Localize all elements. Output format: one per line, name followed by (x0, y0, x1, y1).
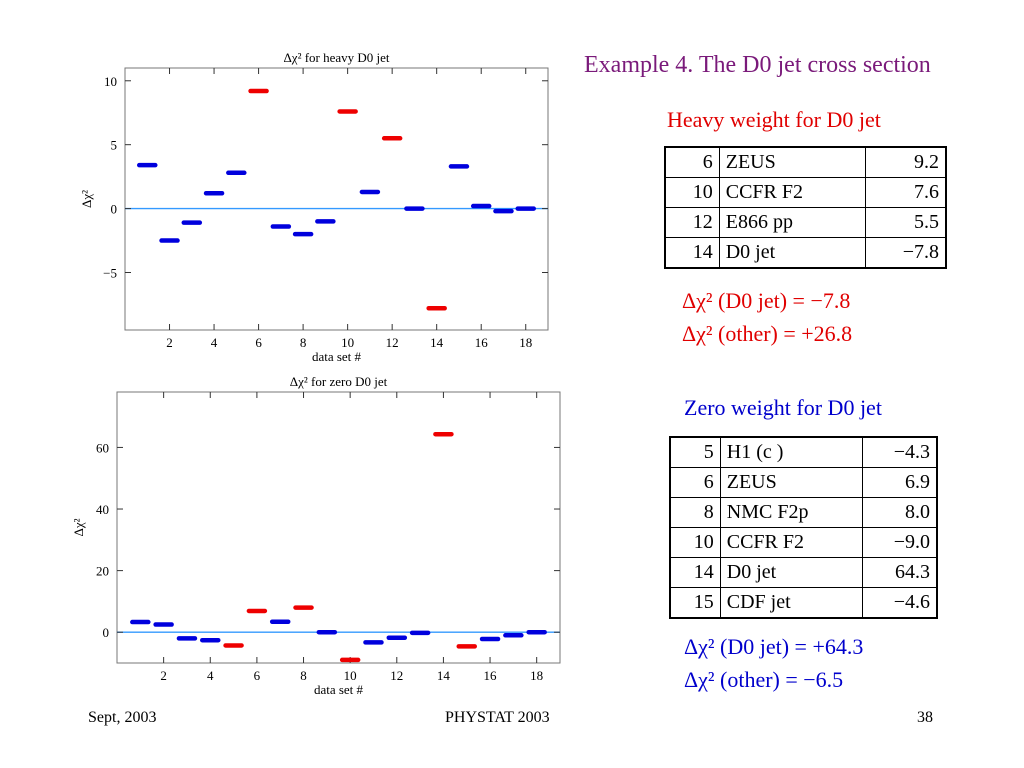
dataset-delta-chi2: −4.3 (861, 436, 938, 468)
zero-weight-summary: Δχ² (D0 jet) = +64.3 Δχ² (other) = −6.5 (684, 630, 863, 696)
x-tick-label: 6 (254, 668, 261, 683)
heavy-summary-other: Δχ² (other) = +26.8 (682, 321, 853, 346)
heavy-table-row: 10 CCFR F2 7.6 (664, 177, 947, 208)
dataset-number: 6 (669, 467, 721, 498)
dataset-name: E866 pp (718, 207, 866, 238)
x-tick-label: 14 (437, 668, 451, 683)
y-tick-label: −5 (103, 265, 117, 280)
zero-table-row: 6 ZEUS 6.9 (669, 467, 938, 498)
slide-title: Example 4. The D0 jet cross section (584, 52, 931, 78)
y-tick-label: 40 (96, 502, 109, 517)
dataset-delta-chi2: 6.9 (861, 467, 938, 498)
dataset-number: 12 (664, 207, 720, 238)
plot-frame (116, 391, 561, 664)
dataset-number: 6 (664, 146, 720, 178)
chart-title: Δχ² for heavy D0 jet (283, 50, 389, 65)
dataset-number: 10 (669, 527, 721, 558)
dataset-number: 15 (669, 587, 721, 619)
x-axis-label: data set # (312, 349, 362, 364)
footer-conference: PHYSTAT 2003 (445, 709, 550, 726)
x-tick-label: 8 (300, 668, 307, 683)
y-tick-label: 20 (96, 564, 109, 579)
x-tick-label: 4 (211, 335, 218, 350)
footer-page-number: 38 (917, 709, 933, 726)
x-tick-label: 12 (386, 335, 399, 350)
dataset-number: 5 (669, 436, 721, 468)
x-tick-label: 4 (207, 668, 214, 683)
zero-weight-table: 5 H1 (c ) −4.3 6 ZEUS 6.9 8 NMC F2p 8.0 10 CCFR F2… (669, 436, 938, 619)
dataset-delta-chi2: 7.6 (864, 177, 947, 208)
zero-weight-chart: 2 4 6 8 10 12 14 16 18 0 20 40 60 Δχ² for zero D0 jet… (71, 374, 561, 697)
x-tick-label: 8 (300, 335, 307, 350)
dataset-delta-chi2: −7.8 (864, 237, 947, 269)
zero-summary-d0jet: Δχ² (D0 jet) = +64.3 (684, 634, 864, 659)
dataset-name: NMC F2p (719, 497, 863, 528)
heavy-weight-table: 6 ZEUS 9.2 10 CCFR F2 7.6 12 E866 pp 5.5 14 D0 jet… (664, 146, 947, 269)
x-tick-label: 6 (255, 335, 262, 350)
plot-frame (124, 67, 549, 331)
y-tick-label: 0 (103, 625, 110, 640)
dataset-number: 10 (664, 177, 720, 208)
zero-summary-other: Δχ² (other) = −6.5 (684, 667, 844, 692)
heavy-summary-d0jet: Δχ² (D0 jet) = −7.8 (682, 288, 851, 313)
heavy-table-row: 12 E866 pp 5.5 (664, 207, 947, 238)
dataset-number: 14 (664, 237, 720, 269)
dataset-name: ZEUS (718, 146, 866, 178)
dataset-delta-chi2: 64.3 (861, 557, 938, 588)
y-tick-label: 60 (96, 440, 109, 455)
x-tick-label: 2 (166, 335, 173, 350)
dataset-name: D0 jet (718, 237, 866, 269)
x-tick-label: 16 (484, 668, 498, 683)
chart-title: Δχ² for zero D0 jet (290, 374, 388, 389)
zero-table-row: 8 NMC F2p 8.0 (669, 497, 938, 528)
dataset-delta-chi2: −4.6 (861, 587, 938, 619)
x-tick-label: 18 (519, 335, 532, 350)
dataset-number: 14 (669, 557, 721, 588)
dataset-name: H1 (c ) (719, 436, 863, 468)
x-tick-label: 18 (530, 668, 543, 683)
x-tick-label: 10 (341, 335, 354, 350)
heavy-table-row: 6 ZEUS 9.2 (664, 146, 947, 178)
dataset-name: CDF jet (719, 587, 863, 619)
heavy-weight-summary: Δχ² (D0 jet) = −7.8 Δχ² (other) = +26.8 (682, 284, 852, 350)
zero-weight-heading: Zero weight for D0 jet (684, 395, 882, 420)
y-tick-label: 5 (111, 138, 118, 153)
dataset-name: CCFR F2 (718, 177, 866, 208)
dataset-delta-chi2: −9.0 (861, 527, 938, 558)
zero-table-row: 5 H1 (c ) −4.3 (669, 436, 938, 468)
footer-date: Sept, 2003 (88, 709, 157, 726)
x-tick-label: 14 (430, 335, 444, 350)
x-tick-label: 12 (390, 668, 403, 683)
x-tick-label: 16 (475, 335, 489, 350)
dataset-number: 8 (669, 497, 721, 528)
dataset-delta-chi2: 9.2 (864, 146, 947, 178)
dataset-delta-chi2: 5.5 (864, 207, 947, 238)
y-tick-label: 10 (104, 74, 117, 89)
x-tick-label: 10 (344, 668, 357, 683)
x-axis-label: data set # (314, 682, 364, 697)
y-axis-label: Δχ² (71, 518, 86, 536)
heavy-weight-chart: 2 4 6 8 10 12 14 16 18 −5 0 5 10 Δχ² for heavy D0 jet… (79, 50, 549, 364)
zero-table-row: 14 D0 jet 64.3 (669, 557, 938, 588)
y-axis-label: Δχ² (79, 190, 94, 208)
dataset-name: CCFR F2 (719, 527, 863, 558)
y-tick-label: 0 (111, 202, 118, 217)
dataset-name: ZEUS (719, 467, 863, 498)
zero-table-row: 15 CDF jet −4.6 (669, 587, 938, 619)
zero-table-row: 10 CCFR F2 −9.0 (669, 527, 938, 558)
dataset-name: D0 jet (719, 557, 863, 588)
heavy-weight-heading: Heavy weight for D0 jet (667, 107, 881, 132)
heavy-table-row: 14 D0 jet −7.8 (664, 237, 947, 269)
x-tick-label: 2 (160, 668, 167, 683)
dataset-delta-chi2: 8.0 (861, 497, 938, 528)
